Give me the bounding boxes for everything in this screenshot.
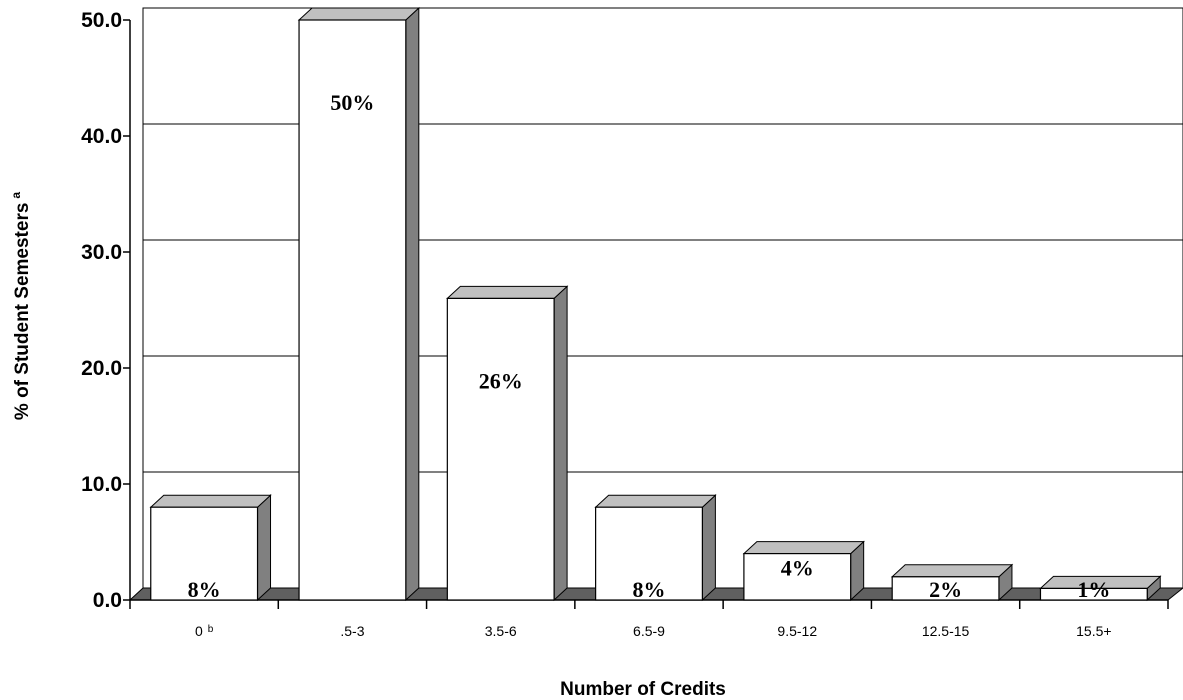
x-tick-label-text-3: 6.5-9: [633, 623, 665, 639]
bar-0: [149, 494, 272, 602]
bar-side-1: [405, 6, 420, 602]
y-axis-title-superscript: a: [9, 192, 23, 199]
bar-front-5: [891, 576, 1000, 601]
data-label-0: 8%: [188, 577, 221, 602]
bar-top-1: [297, 7, 421, 21]
x-tick-label-4: 9.5-12: [777, 623, 817, 639]
bar-front-6: [1039, 587, 1148, 601]
bar-front-4: [743, 552, 852, 601]
x-tick-label-2: 3.5-6: [485, 623, 517, 639]
bar-top-5: [890, 564, 1014, 578]
x-tick-label-3: 6.5-9: [633, 623, 665, 639]
bar-top-2: [446, 285, 569, 299]
bar-side-0: [257, 494, 272, 602]
x-tick-label-text-2: 3.5-6: [485, 623, 517, 639]
bar-1: [297, 6, 421, 602]
data-label-4: 4%: [781, 556, 814, 581]
bar-front-0: [150, 506, 259, 601]
bar-2: [446, 285, 569, 602]
bars: [149, 6, 1162, 602]
bar-top-0: [149, 494, 272, 508]
x-tick-label-1: .5-3: [340, 623, 364, 639]
data-labels: 8% 50% 26% 8% 4% 2% 1%: [188, 90, 1111, 602]
data-label-2: 26%: [479, 368, 523, 393]
y-axis-title-text: % of Student Semesters: [12, 203, 33, 421]
x-tick-label-text-0: 0: [195, 623, 203, 639]
x-tick-label-text-5: 12.5-15: [922, 623, 970, 639]
bar-front-1: [298, 19, 407, 601]
data-label-1: 50%: [330, 90, 374, 115]
x-tick-label-5: 12.5-15: [922, 623, 970, 639]
y-tick-labels: 0.0 10.0 20.0 30.0 40.0 50.0: [81, 9, 122, 612]
x-tick-labels: 0 b .5-3 3.5-6 6.5-9 9.5-12 12.5-15 15.5+: [195, 623, 1112, 639]
bar-front-3: [595, 506, 703, 601]
x-tick-label-6: 15.5+: [1076, 623, 1111, 639]
y-tick-label-5: 50.0: [81, 9, 122, 32]
x-axis-title: Number of Credits: [560, 679, 726, 700]
x-tick-label-text-4: 9.5-12: [777, 623, 817, 639]
x-tick-label-text-1: .5-3: [340, 623, 364, 639]
y-axis-title: % of Student Semesters a: [9, 192, 33, 421]
y-tick-label-0: 0.0: [93, 589, 122, 612]
bar-6: [1039, 575, 1162, 602]
bar-5: [890, 563, 1014, 602]
bar-3: [594, 494, 717, 602]
data-label-6: 1%: [1077, 577, 1110, 602]
y-tick-label-1: 10.0: [81, 473, 122, 496]
data-label-5: 2%: [929, 577, 962, 602]
bar-side-3: [701, 494, 716, 602]
x-tick-label-text-6: 15.5+: [1076, 623, 1111, 639]
y-tick-label-4: 40.0: [81, 125, 122, 148]
y-tick-label-2: 20.0: [81, 357, 122, 380]
bar-side-2: [553, 285, 568, 602]
bar-front-2: [446, 297, 555, 601]
y-tick-label-3: 30.0: [81, 241, 122, 264]
data-label-3: 8%: [633, 577, 666, 602]
bar-top-4: [742, 541, 865, 555]
bar-4: [742, 540, 865, 602]
bar-top-3: [594, 494, 717, 508]
x-tick-label-superscript-0: b: [208, 624, 214, 635]
